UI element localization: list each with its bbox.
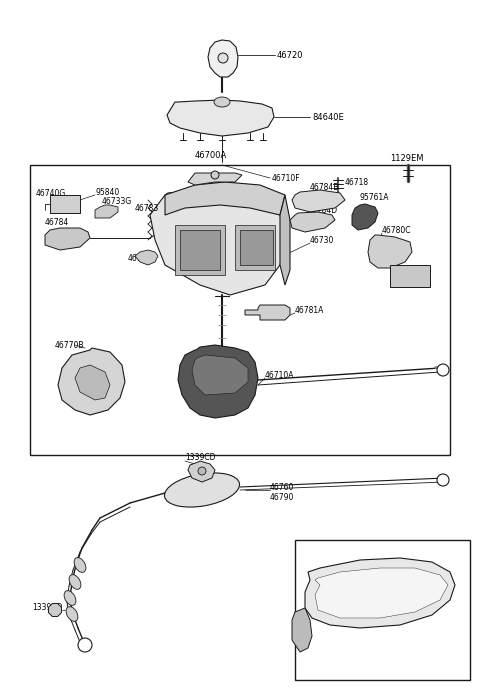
Polygon shape [95, 205, 118, 218]
Text: 84640E: 84640E [312, 113, 344, 122]
Bar [390, 265, 430, 287]
Polygon shape [75, 365, 110, 400]
Text: 46770B: 46770B [55, 341, 84, 350]
Ellipse shape [69, 575, 81, 589]
Polygon shape [180, 230, 220, 270]
Text: 1339CD: 1339CD [32, 603, 62, 612]
Circle shape [198, 467, 206, 475]
Text: 95761A: 95761A [360, 193, 389, 202]
Polygon shape [175, 225, 225, 275]
Polygon shape [188, 461, 215, 482]
Text: 46700A: 46700A [195, 151, 227, 159]
Polygon shape [235, 225, 275, 270]
Text: 84666H: 84666H [364, 548, 400, 557]
Bar [295, 540, 470, 680]
Polygon shape [135, 250, 158, 265]
Bar [50, 195, 80, 213]
Polygon shape [188, 173, 242, 185]
Polygon shape [305, 558, 455, 628]
Circle shape [437, 474, 449, 486]
Circle shape [211, 171, 219, 179]
Bar [30, 165, 450, 455]
Text: 46781A: 46781A [295, 306, 324, 315]
Text: 1129EM: 1129EM [390, 154, 423, 163]
Text: 46784D: 46784D [308, 206, 338, 215]
Text: 46740G: 46740G [36, 188, 66, 197]
Circle shape [78, 638, 92, 652]
Polygon shape [245, 305, 290, 320]
Polygon shape [150, 190, 285, 295]
Polygon shape [58, 348, 125, 415]
Polygon shape [208, 40, 238, 77]
Polygon shape [352, 204, 378, 230]
Text: 46710A: 46710A [265, 370, 295, 379]
Polygon shape [165, 182, 285, 215]
Text: 46780C: 46780C [382, 225, 411, 234]
Circle shape [218, 53, 228, 63]
Text: 46730: 46730 [310, 236, 335, 245]
Polygon shape [368, 235, 412, 268]
Text: 95840: 95840 [95, 188, 119, 197]
Polygon shape [240, 230, 273, 265]
Polygon shape [45, 228, 90, 250]
Ellipse shape [214, 97, 230, 107]
Polygon shape [167, 100, 274, 136]
Ellipse shape [74, 557, 86, 573]
Polygon shape [292, 608, 312, 652]
Polygon shape [315, 568, 448, 618]
Text: 46784B: 46784B [310, 183, 339, 192]
Text: 46790: 46790 [270, 493, 294, 502]
Polygon shape [192, 355, 248, 395]
Text: 46783: 46783 [135, 204, 159, 213]
Polygon shape [280, 195, 290, 285]
Text: 46720: 46720 [277, 51, 303, 60]
Polygon shape [48, 603, 61, 616]
Polygon shape [292, 190, 345, 212]
Polygon shape [178, 345, 258, 418]
Text: 46760: 46760 [270, 484, 294, 493]
Ellipse shape [66, 607, 78, 621]
Text: 46784: 46784 [45, 218, 69, 227]
Ellipse shape [64, 591, 76, 605]
Text: 46735: 46735 [128, 254, 152, 263]
Text: 46733G: 46733G [102, 197, 132, 206]
Ellipse shape [165, 473, 240, 507]
Text: 46718: 46718 [345, 177, 369, 186]
Polygon shape [290, 212, 335, 232]
Circle shape [437, 364, 449, 376]
Text: 1339CD: 1339CD [185, 454, 216, 462]
Text: 46710F: 46710F [272, 174, 300, 183]
